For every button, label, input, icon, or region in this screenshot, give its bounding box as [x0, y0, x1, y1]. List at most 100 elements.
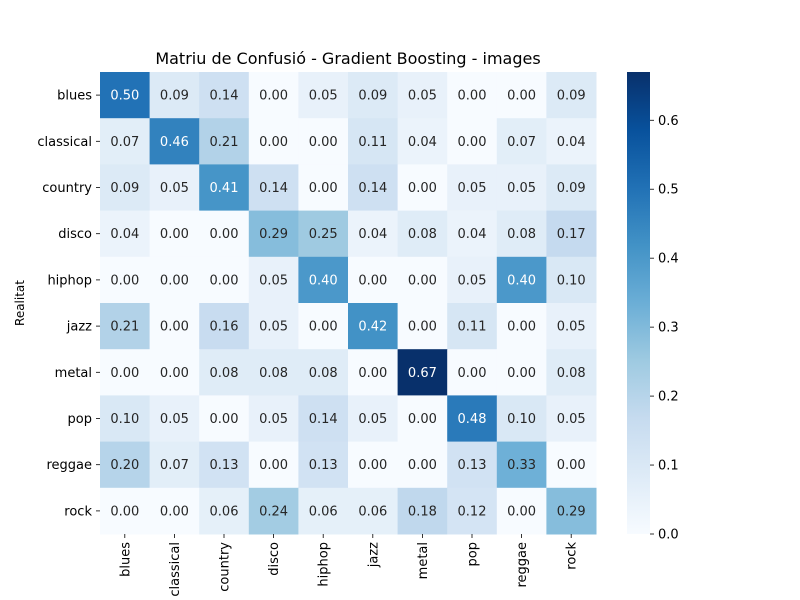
cell-value-label: 0.05	[458, 273, 487, 288]
heatmap-cell	[149, 164, 200, 212]
heatmap-cell	[248, 164, 299, 212]
cell-value-label: 0.00	[557, 458, 586, 473]
heatmap-cell	[348, 349, 399, 396]
cell-value-label: 0.07	[110, 135, 139, 150]
cell-value-label: 0.00	[259, 89, 288, 104]
colorbar-tick-label: 0.0	[658, 528, 679, 543]
cell-value-label: 0.00	[458, 135, 487, 150]
heatmap-cell	[397, 118, 448, 165]
cell-value-label: 0.09	[160, 89, 189, 104]
cell-value-label: 0.00	[408, 181, 437, 196]
cell-value-label: 0.04	[358, 227, 387, 242]
cell-value-label: 0.04	[557, 135, 586, 150]
cell-value-label: 0.06	[309, 504, 338, 519]
cell-value-label: 0.00	[110, 366, 139, 381]
heatmap-cell	[546, 395, 597, 443]
heatmap-cell	[496, 349, 547, 396]
heatmap-cell	[248, 303, 299, 350]
cell-value-label: 0.00	[110, 504, 139, 519]
cell-value-label: 0.40	[309, 273, 338, 288]
x-tick-label: blues	[118, 542, 133, 577]
heatmap-cell	[496, 164, 547, 212]
heatmap-cell	[149, 441, 200, 489]
cell-value-label: 0.10	[110, 412, 139, 427]
colorbar-tick-label: 0.3	[658, 321, 679, 336]
cell-value-label: 0.06	[358, 504, 387, 519]
heatmap-cell	[447, 164, 498, 212]
cell-value-label: 0.25	[309, 227, 338, 242]
heatmap-cell	[397, 72, 448, 119]
cell-value-label: 0.00	[160, 273, 189, 288]
cell-value-label: 0.05	[259, 412, 288, 427]
heatmap-cell	[496, 210, 547, 258]
cell-value-label: 0.00	[309, 320, 338, 335]
cell-value-label: 0.09	[110, 181, 139, 196]
cell-value-label: 0.09	[557, 89, 586, 104]
heatmap-cell	[397, 256, 448, 304]
heatmap-cell	[199, 303, 250, 350]
heatmap-cell	[496, 395, 547, 443]
x-tick-label: jazz	[366, 542, 381, 568]
heatmap-cell	[397, 164, 448, 212]
cell-value-label: 0.00	[458, 366, 487, 381]
colorbar-tick-label: 0.6	[658, 114, 679, 129]
heatmap-cell	[397, 210, 448, 258]
heatmap-cell	[199, 487, 250, 535]
colorbar-tick-label: 0.1	[658, 459, 679, 474]
cell-value-label: 0.04	[110, 227, 139, 242]
x-tick-label: country	[218, 542, 233, 592]
cell-value-label: 0.05	[259, 320, 288, 335]
cell-value-label: 0.00	[259, 458, 288, 473]
y-tick-labels: blues classical country disco hiphop jazz meta…	[37, 89, 100, 519]
cell-value-label: 0.41	[210, 181, 239, 196]
heatmap-cell	[447, 441, 498, 489]
cell-value-label: 0.00	[408, 320, 437, 335]
cell-value-label: 0.00	[507, 320, 536, 335]
cell-value-label: 0.05	[557, 320, 586, 335]
cell-value-label: 0.00	[160, 504, 189, 519]
colorbar-gradient	[627, 72, 650, 534]
heatmap-cell	[397, 349, 448, 396]
cell-value-label: 0.40	[507, 273, 536, 288]
x-tick-labels: blues classical country disco hiphop jazz meta…	[118, 534, 580, 597]
cell-value-label: 0.00	[160, 320, 189, 335]
cell-value-label: 0.10	[507, 412, 536, 427]
cell-value-label: 0.05	[458, 181, 487, 196]
heatmap-cell	[546, 210, 597, 258]
cell-value-label: 0.14	[210, 89, 239, 104]
heatmap-cell	[149, 303, 200, 350]
heatmap-cell	[298, 303, 349, 350]
heatmap-cell	[248, 210, 299, 258]
x-tick-label: classical	[168, 542, 183, 597]
heatmap-cell	[298, 487, 349, 535]
y-tick-label: blues	[57, 89, 92, 104]
cell-value-label: 0.50	[110, 89, 139, 104]
cell-value-label: 0.21	[210, 135, 239, 150]
heatmap-cell	[199, 349, 250, 396]
heatmap-cell	[100, 303, 151, 350]
cell-value-label: 0.00	[507, 366, 536, 381]
heatmap-cell	[546, 118, 597, 165]
heatmap-cell	[100, 256, 151, 304]
heatmap-cell	[397, 395, 448, 443]
cell-value-label: 0.05	[557, 412, 586, 427]
cell-value-label: 0.08	[309, 366, 338, 381]
heatmap-cell	[199, 256, 250, 304]
heatmap-cell	[348, 487, 399, 535]
x-tick-label: pop	[466, 542, 481, 566]
heatmap-cell	[199, 164, 250, 212]
heatmap-cells: 0.50 0.09 0.14 0.00 0.05 0.09 0.05 0.00 0.00 0.09…	[100, 72, 597, 535]
heatmap-cell	[348, 210, 399, 258]
heatmap-cell	[447, 210, 498, 258]
heatmap-cell	[298, 395, 349, 443]
heatmap-cell	[298, 210, 349, 258]
heatmap-cell	[100, 72, 151, 119]
heatmap-cell	[496, 118, 547, 165]
heatmap-cell	[248, 72, 299, 119]
cell-value-label: 0.04	[458, 227, 487, 242]
heatmap-cell	[298, 256, 349, 304]
cell-value-label: 0.00	[358, 366, 387, 381]
cell-value-label: 0.04	[408, 135, 437, 150]
heatmap-cell	[447, 72, 498, 119]
